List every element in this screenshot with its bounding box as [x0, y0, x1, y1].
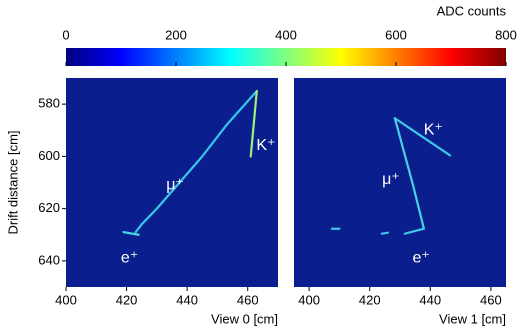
y-tick-label: 580: [38, 96, 60, 111]
x-tick-label: 440: [419, 292, 441, 307]
x-axis-label: View 0 [cm]: [211, 311, 278, 326]
y-axis-label: Drift distance [cm]: [5, 130, 20, 234]
colorbar-title: ADC counts: [437, 3, 507, 18]
particle-label: K⁺: [424, 121, 443, 138]
x-tick-label: 440: [176, 292, 198, 307]
x-tick-label: 460: [237, 292, 259, 307]
x-axis-label: View 1 [cm]: [439, 311, 506, 326]
colorbar-tick-label: 800: [495, 27, 517, 42]
colorbar-tick-label: 600: [385, 27, 407, 42]
x-tick-label: 420: [116, 292, 138, 307]
colorbar-tick-label: 200: [165, 27, 187, 42]
particle-label: e⁺: [121, 249, 138, 266]
particle-label: μ⁺: [382, 171, 400, 188]
figure: ADC counts 0 200 400 600 800 400 420 440 460 580 6…: [0, 0, 521, 328]
plot-background: [294, 78, 506, 287]
particle-track: [382, 233, 388, 234]
x-tick-label: 400: [298, 292, 320, 307]
particle-label: e⁺: [413, 249, 430, 266]
colorbar-tick-label: 0: [62, 27, 69, 42]
colorbar-tick-label: 400: [275, 27, 297, 42]
y-tick-label: 620: [38, 200, 60, 215]
y-tick-label: 640: [38, 252, 60, 267]
particle-label: K⁺: [256, 137, 275, 154]
y-tick-label: 600: [38, 148, 60, 163]
x-tick-label: 460: [480, 292, 502, 307]
x-tick-label: 420: [359, 292, 381, 307]
x-tick-label: 400: [55, 292, 77, 307]
particle-label: μ⁺: [166, 176, 184, 193]
